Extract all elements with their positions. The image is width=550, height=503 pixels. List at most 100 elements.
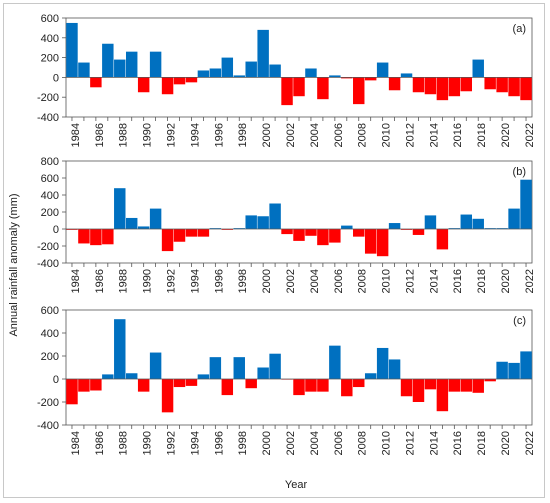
panel-3-bar	[245, 379, 257, 389]
panel-1-bar	[293, 77, 305, 97]
panel-2-xtick-label: 1996	[213, 269, 225, 293]
panel-1-bar	[305, 68, 317, 78]
panel-2-xtick-label: 2014	[428, 269, 440, 293]
panel-1-xtick-label: 1996	[213, 123, 225, 147]
panel-3-xtick-label: 2010	[381, 431, 393, 455]
panel-3-xtick-label: 2012	[404, 431, 416, 455]
panel-3-bar	[329, 345, 341, 379]
panel-2-bar	[149, 208, 162, 229]
panel-3-bar	[353, 379, 365, 388]
panel-3-ytick-label: -200	[37, 397, 59, 409]
panel-3-bar	[257, 367, 269, 379]
panel-2-ytick-label: 600	[41, 173, 59, 185]
panel-1-xtick-label: 2020	[500, 123, 512, 147]
panel-1-bar	[102, 43, 114, 78]
panel-2-xtick-label: 2022	[524, 269, 536, 293]
panel-2-ytick-label: 200	[41, 207, 59, 219]
panel-2-bar	[329, 229, 341, 243]
panel-3-bar	[102, 374, 114, 379]
panel-3-bar	[185, 379, 198, 386]
panel-2-ytick-label: 400	[41, 190, 59, 202]
panel-3-ytick-label: 200	[41, 351, 59, 363]
panel-2-xtick-label: 2000	[261, 269, 273, 293]
panel-2-bar	[412, 229, 425, 235]
panel-2-bar	[114, 188, 126, 229]
panel-1-bar	[472, 59, 484, 78]
panel-3-ytick-label: -400	[37, 420, 59, 432]
panel-1-xtick-label: 2012	[404, 123, 416, 147]
panel-2-xtick-label: 1988	[118, 269, 130, 293]
x-axis-label: Year	[285, 479, 308, 491]
panel-2-bar	[209, 228, 222, 229]
panel-3-ytick-label: 600	[41, 305, 59, 317]
panel-3-bar	[233, 357, 245, 379]
panel-1-bar	[269, 64, 281, 78]
panel-1-xtick-label: 1990	[142, 123, 154, 147]
panel-2-xtick-label: 1994	[189, 269, 201, 293]
panel-3-bar	[137, 379, 150, 392]
panel-2-bar	[341, 225, 353, 229]
panel-1-ytick-label: -400	[37, 112, 59, 124]
panel-2-xtick-label: 2018	[476, 269, 488, 293]
panel-1-xtick-label: 2004	[309, 123, 321, 147]
panel-1-bar	[281, 77, 293, 106]
panel-3-bar	[376, 347, 389, 379]
panel-3-bar	[472, 379, 484, 393]
panel-3-bar	[293, 379, 305, 396]
panel-3-xtick-label: 1994	[189, 431, 201, 455]
panel-2-xtick-label: 1998	[237, 269, 249, 293]
panel-1-bar	[185, 77, 198, 83]
panel-1-bar	[496, 77, 508, 93]
panel-1-bar	[484, 77, 496, 90]
panel-1-xtick-label: 2008	[357, 123, 369, 147]
panel-3-bar	[364, 373, 377, 379]
panel-2-bar	[317, 229, 329, 246]
panel-3-bar	[508, 362, 520, 379]
panel-1-xtick-label: 2002	[285, 123, 297, 147]
panel-1-xtick-label: 2022	[524, 123, 536, 147]
panel-2-bar	[245, 215, 257, 229]
panel-2-bar	[388, 223, 401, 229]
panel-2-bar	[484, 228, 496, 229]
panel-2-xtick-label: 2004	[309, 269, 321, 293]
panel-2-bar	[364, 229, 377, 254]
panel-2-xtick-label: 2012	[404, 269, 416, 293]
panel-1-bar	[376, 62, 389, 78]
panel-2-bar	[376, 229, 389, 257]
panel-3-bar	[125, 373, 138, 379]
panel-2-ytick-label: -400	[37, 258, 59, 270]
panel-2-bar	[102, 229, 114, 245]
panel-2-bar	[400, 229, 413, 230]
panel-3-label: (c)	[513, 315, 526, 327]
panel-1-bar	[257, 29, 269, 78]
panel-3-bar	[209, 357, 222, 379]
panel-3-bar	[305, 379, 317, 392]
panel-1-xtick-label: 2018	[476, 123, 488, 147]
panel-3-xtick-label: 1984	[70, 431, 82, 455]
panel-1-xtick-label: 2014	[428, 123, 440, 147]
panel-3-xtick-label: 1990	[142, 431, 154, 455]
panel-1-ytick-label: 0	[53, 72, 59, 84]
panel-3-xtick-label: 2008	[357, 431, 369, 455]
panel-3-bar	[66, 379, 78, 405]
panel-3-bar	[388, 359, 401, 379]
panel-2-xtick-label: 2020	[500, 269, 512, 293]
panel-3-xtick-label: 2018	[476, 431, 488, 455]
panel-1-xtick-label: 2010	[381, 123, 393, 147]
panel-1-bar	[161, 77, 174, 95]
panel-2-ytick-label: 800	[41, 156, 59, 168]
panel-2-bar	[197, 229, 210, 237]
panel-2-ytick-label: -200	[37, 241, 59, 253]
panel-3-bar	[341, 379, 353, 397]
panel-3-bar	[161, 379, 174, 413]
panel-1-bar	[173, 77, 186, 85]
panel-1-bar	[353, 77, 365, 105]
panel-2-bar	[221, 229, 234, 230]
panel-3-bar	[400, 379, 413, 397]
panel-2-xtick-label: 1990	[142, 269, 154, 293]
panel-3-bar	[90, 379, 102, 391]
panel-1-bar	[209, 68, 222, 78]
panel-1-bar	[78, 62, 90, 78]
panel-3-bar	[78, 379, 90, 392]
panel-1-xtick-label: 1986	[94, 123, 106, 147]
